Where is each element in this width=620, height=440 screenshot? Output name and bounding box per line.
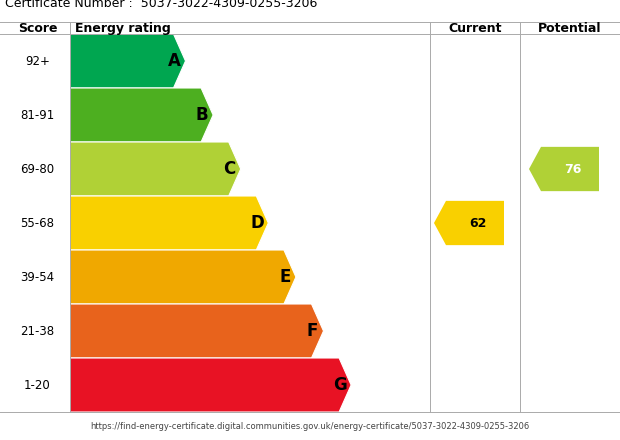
Text: Score: Score	[18, 22, 57, 34]
Text: 76: 76	[564, 162, 582, 176]
Text: https://find-energy-certificate.digital.communities.gov.uk/energy-certificate/50: https://find-energy-certificate.digital.…	[91, 422, 529, 430]
Polygon shape	[70, 88, 213, 142]
Text: Current: Current	[448, 22, 502, 34]
Text: 62: 62	[469, 216, 487, 230]
Polygon shape	[70, 358, 351, 412]
Text: Certificate Number :  5037-3022-4309-0255-3206: Certificate Number : 5037-3022-4309-0255…	[5, 0, 317, 10]
Polygon shape	[70, 34, 185, 88]
Text: 92+: 92+	[25, 55, 50, 67]
Polygon shape	[70, 196, 268, 250]
Text: 21-38: 21-38	[20, 325, 55, 337]
Polygon shape	[434, 201, 504, 245]
Polygon shape	[70, 142, 241, 196]
Text: 55-68: 55-68	[20, 216, 55, 230]
Text: G: G	[333, 376, 347, 394]
Text: A: A	[168, 52, 181, 70]
Text: 69-80: 69-80	[20, 162, 55, 176]
Polygon shape	[70, 250, 296, 304]
Text: Energy rating: Energy rating	[75, 22, 170, 34]
Text: 1-20: 1-20	[24, 378, 51, 392]
Text: B: B	[196, 106, 208, 124]
Text: D: D	[250, 214, 264, 232]
Polygon shape	[70, 304, 324, 358]
Text: 39-54: 39-54	[20, 271, 55, 283]
Text: 81-91: 81-91	[20, 109, 55, 121]
Text: Potential: Potential	[538, 22, 602, 34]
Text: C: C	[224, 160, 236, 178]
Text: F: F	[307, 322, 318, 340]
Text: E: E	[279, 268, 291, 286]
Polygon shape	[529, 147, 599, 191]
